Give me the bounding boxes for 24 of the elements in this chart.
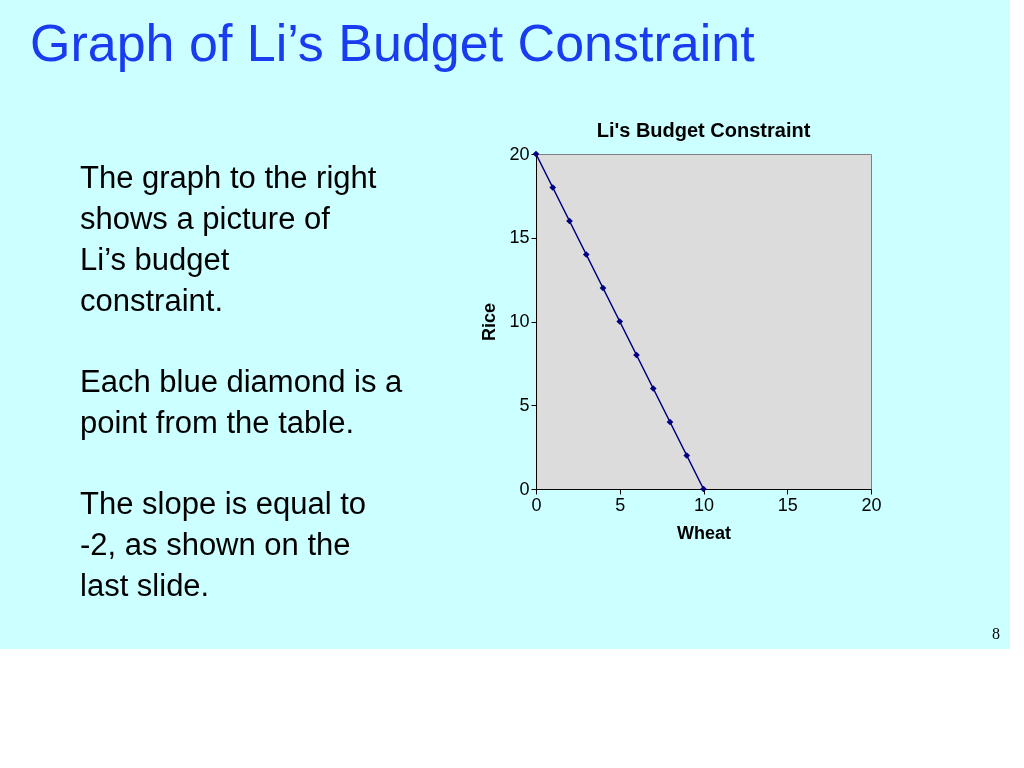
point xyxy=(616,318,624,325)
point xyxy=(549,184,557,191)
y-tick-label: 5 xyxy=(519,394,530,415)
x-tick-label: 20 xyxy=(861,494,882,515)
x-axis-title: Wheat xyxy=(677,522,732,543)
point xyxy=(666,418,674,426)
y-tick-label: 20 xyxy=(509,143,530,164)
point xyxy=(582,251,590,258)
point xyxy=(649,385,657,392)
x-tick-label: 10 xyxy=(693,494,715,515)
text: Graph of Li’s Budget Constraint xyxy=(30,14,756,72)
text: Each blue diamond is a point from the table. xyxy=(80,364,404,440)
y-tick-label: 0 xyxy=(519,478,530,499)
x-tick-label: 15 xyxy=(777,494,798,515)
chart-title: Li's Budget Constraint xyxy=(596,119,811,141)
text: The graph to the right shows a picture of Li’s budget constraint. xyxy=(80,160,377,318)
y-tick-label: 10 xyxy=(509,311,530,331)
y-axis-title: Rice xyxy=(479,302,500,342)
text: The slope is equal to -2, as shown on the last slide. xyxy=(80,486,367,603)
text: 8 xyxy=(992,625,1000,642)
y-tick-label: 15 xyxy=(509,227,530,248)
point xyxy=(683,452,691,459)
point xyxy=(599,284,607,292)
x-tick-label: 5 xyxy=(615,494,626,515)
